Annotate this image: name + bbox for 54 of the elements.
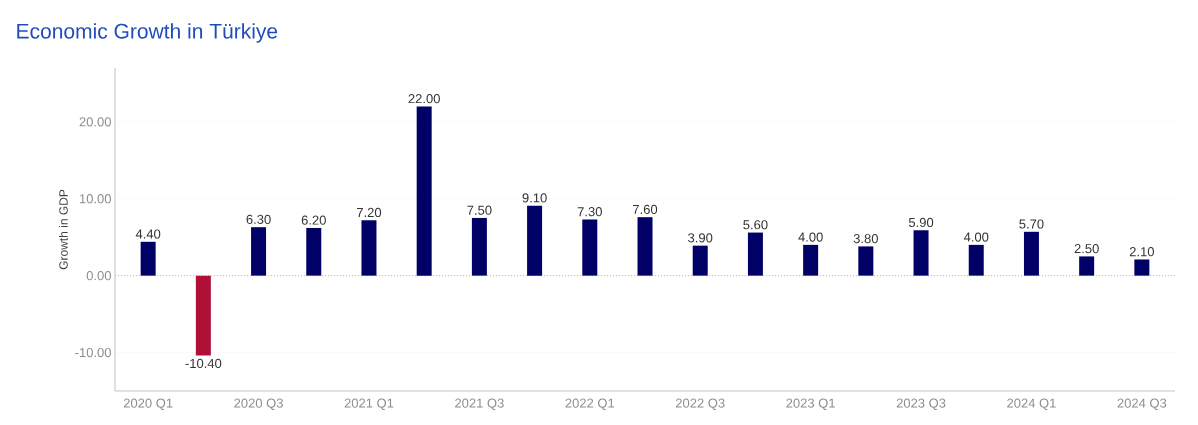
bar xyxy=(416,106,432,276)
y-tick-label: -10.00 xyxy=(75,347,111,358)
data-label: 3.80 xyxy=(853,234,878,244)
data-label: 6.30 xyxy=(246,214,271,224)
bar xyxy=(803,244,819,276)
data-label: 6.20 xyxy=(301,215,326,225)
data-label: 5.90 xyxy=(908,217,934,228)
x-tick-label: 2023 Q3 xyxy=(896,398,946,411)
bar xyxy=(1134,259,1150,276)
y-tick-label: 20.00 xyxy=(79,117,111,127)
bar xyxy=(361,220,377,276)
data-label: 4.00 xyxy=(798,232,823,242)
bar xyxy=(1023,231,1039,276)
data-label: 2.10 xyxy=(1129,247,1155,257)
data-label: 2.50 xyxy=(1074,244,1099,254)
data-label: 5.70 xyxy=(1019,219,1044,229)
bar xyxy=(527,205,543,276)
data-label: 7.20 xyxy=(356,207,382,218)
bar xyxy=(140,241,156,276)
data-label: 22.00 xyxy=(408,94,440,104)
data-label: -10.40 xyxy=(185,358,222,369)
bar xyxy=(692,245,708,276)
bar xyxy=(637,217,653,276)
data-label: 4.40 xyxy=(135,229,161,239)
x-tick-label: 2022 Q1 xyxy=(565,398,615,411)
x-tick-label: 2024 Q1 xyxy=(1007,398,1056,411)
bar xyxy=(251,227,267,276)
bar xyxy=(195,275,211,356)
data-label: 9.10 xyxy=(522,193,547,203)
y-tick-label: 0.00 xyxy=(86,271,111,281)
bar xyxy=(1079,256,1095,276)
y-axis-title: Growth in GDP xyxy=(58,189,68,270)
x-tick-label: 2024 Q3 xyxy=(1117,398,1167,411)
bar xyxy=(471,217,487,276)
bar xyxy=(582,219,598,276)
bar xyxy=(913,230,929,276)
bar xyxy=(747,232,763,276)
bar xyxy=(306,227,322,276)
data-label: 7.30 xyxy=(577,207,602,217)
data-label: 4.00 xyxy=(963,232,989,242)
x-tick-label: 2021 Q1 xyxy=(344,398,394,411)
data-label: 5.60 xyxy=(743,220,768,230)
data-label: 7.50 xyxy=(467,205,492,215)
chart-title: Economic Growth in Türkiye xyxy=(17,23,278,43)
x-tick-label: 2023 Q1 xyxy=(786,398,835,411)
x-tick-label: 2022 Q3 xyxy=(675,398,725,411)
data-label: 7.60 xyxy=(633,204,658,214)
x-tick-label: 2021 Q3 xyxy=(455,398,504,411)
x-tick-label: 2020 Q1 xyxy=(123,398,173,411)
y-tick-label: 10.00 xyxy=(79,194,111,204)
bar xyxy=(968,244,984,276)
x-tick-label: 2020 Q3 xyxy=(234,398,283,411)
data-label: 3.90 xyxy=(688,233,713,243)
bar xyxy=(858,246,874,276)
